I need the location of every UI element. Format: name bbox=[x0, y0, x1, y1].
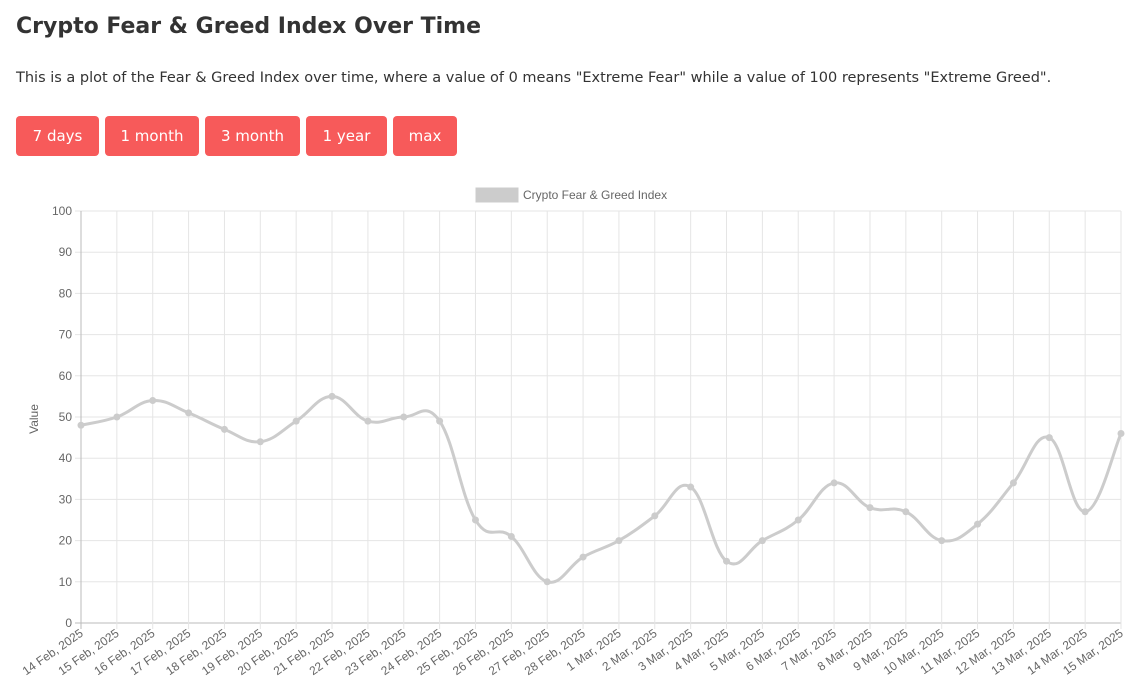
data-point[interactable] bbox=[364, 417, 372, 425]
series-line bbox=[80, 394, 1123, 584]
data-point[interactable] bbox=[866, 504, 874, 512]
data-point[interactable] bbox=[723, 557, 731, 565]
y-tick-label: 0 bbox=[65, 616, 72, 630]
data-point[interactable] bbox=[185, 409, 193, 417]
fear-greed-line-chart: Crypto Fear & Greed Index Value 0 10 20 30 4… bbox=[20, 187, 1126, 678]
y-tick-label: 50 bbox=[59, 410, 73, 424]
data-point[interactable] bbox=[615, 537, 623, 545]
data-point[interactable] bbox=[1081, 508, 1089, 516]
data-point[interactable] bbox=[77, 421, 85, 429]
data-point[interactable] bbox=[687, 483, 695, 491]
data-point[interactable] bbox=[292, 417, 300, 425]
legend-swatch bbox=[475, 187, 519, 203]
y-tick-label: 90 bbox=[59, 245, 73, 259]
y-tick-label: 100 bbox=[52, 204, 72, 218]
data-point[interactable] bbox=[794, 516, 802, 524]
data-point[interactable] bbox=[830, 479, 838, 487]
y-tick-label: 20 bbox=[59, 534, 73, 548]
y-tick-label: 40 bbox=[59, 451, 73, 465]
data-point[interactable] bbox=[149, 397, 157, 405]
y-tick-label: 10 bbox=[59, 575, 73, 589]
data-point[interactable] bbox=[220, 425, 228, 433]
data-point[interactable] bbox=[471, 516, 479, 524]
range-button-group: 7 days 1 month 3 month 1 year max bbox=[16, 116, 463, 156]
y-tick-label: 70 bbox=[59, 328, 73, 342]
page-title: Crypto Fear & Greed Index Over Time bbox=[16, 14, 482, 39]
data-point[interactable] bbox=[1009, 479, 1017, 487]
data-point[interactable] bbox=[938, 537, 946, 545]
data-point[interactable] bbox=[507, 532, 515, 540]
range-3-month-button[interactable]: 3 month bbox=[205, 116, 300, 156]
y-tick-label: 80 bbox=[59, 286, 73, 300]
data-point[interactable] bbox=[974, 520, 982, 528]
y-axis-ticks: 0 10 20 30 40 50 60 70 80 90 100 bbox=[52, 204, 72, 630]
data-point[interactable] bbox=[328, 392, 336, 400]
range-7-days-button[interactable]: 7 days bbox=[16, 116, 99, 156]
y-axis-title: Value bbox=[27, 404, 41, 434]
data-point[interactable] bbox=[436, 417, 444, 425]
range-1-year-button[interactable]: 1 year bbox=[306, 116, 387, 156]
data-point[interactable] bbox=[1045, 434, 1053, 442]
chart-legend[interactable]: Crypto Fear & Greed Index bbox=[475, 187, 667, 203]
data-point[interactable] bbox=[113, 413, 121, 421]
data-point[interactable] bbox=[400, 413, 408, 421]
data-point[interactable] bbox=[579, 553, 587, 561]
series-points bbox=[77, 392, 1125, 586]
data-point[interactable] bbox=[543, 578, 551, 586]
range-max-button[interactable]: max bbox=[393, 116, 457, 156]
y-tick-label: 30 bbox=[59, 492, 73, 506]
range-1-month-button[interactable]: 1 month bbox=[105, 116, 199, 156]
y-tick-label: 60 bbox=[59, 369, 73, 383]
chart-grid bbox=[75, 210, 1122, 629]
data-point[interactable] bbox=[758, 537, 766, 545]
legend-label: Crypto Fear & Greed Index bbox=[523, 188, 667, 202]
data-point[interactable] bbox=[1117, 429, 1125, 437]
page-description: This is a plot of the Fear & Greed Index… bbox=[16, 70, 1052, 86]
data-point[interactable] bbox=[902, 508, 910, 516]
data-point[interactable] bbox=[651, 512, 659, 520]
data-point[interactable] bbox=[256, 438, 264, 446]
